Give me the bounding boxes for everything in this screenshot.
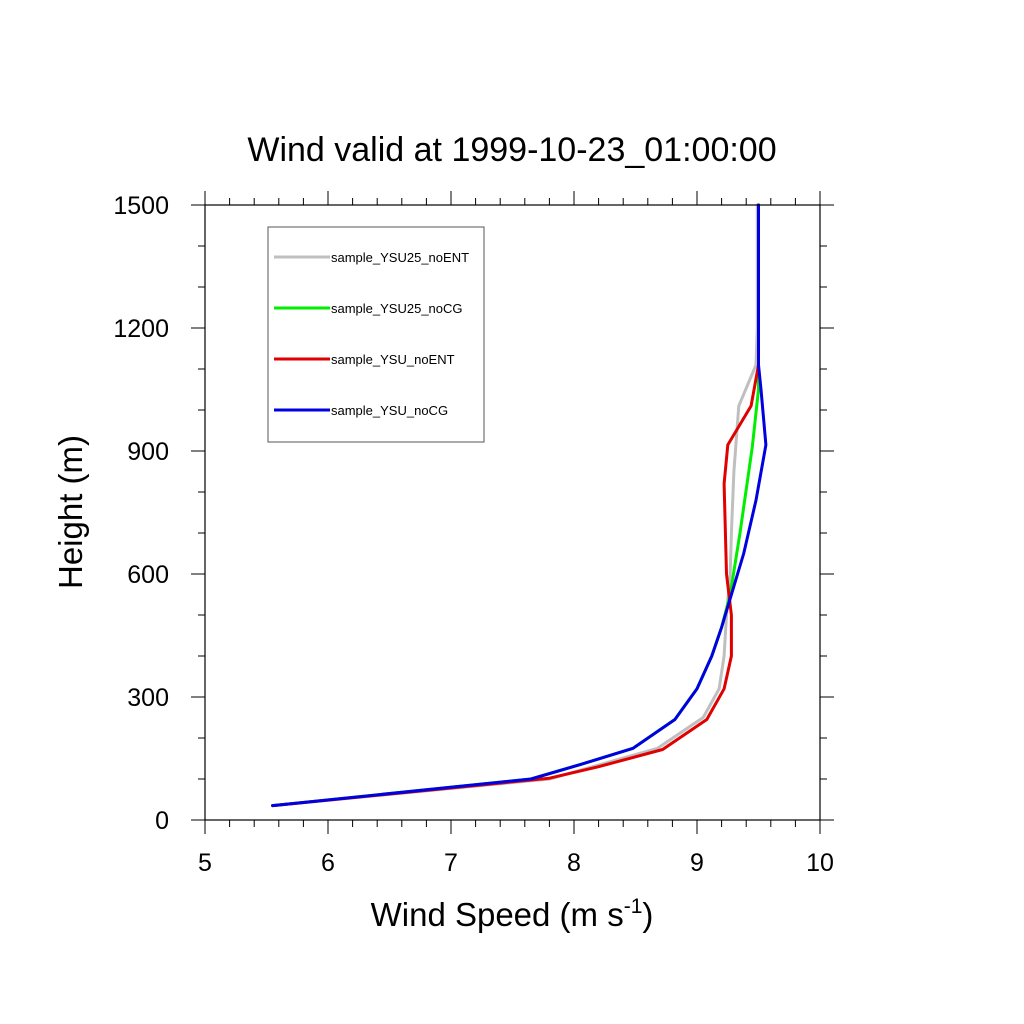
series-line-0: [271, 203, 759, 808]
y-tick-label: 900: [127, 438, 169, 466]
legend: sample_YSU25_noENT sample_YSU25_noCGsampl…: [267, 226, 485, 443]
x-tick-label: 8: [567, 849, 581, 877]
legend-label-0: sample_YSU25_noENT: [331, 250, 469, 265]
legend-box: [267, 226, 485, 443]
y-tick-label: 300: [127, 684, 169, 712]
y-tick-label: 1500: [113, 192, 169, 220]
series-line-1: [271, 203, 760, 808]
x-axis-label-superscript: -1: [624, 895, 643, 918]
series-line-2: [271, 203, 760, 808]
legend-label-2: sample_YSU_noENT: [331, 352, 455, 367]
y-tick-label: 600: [127, 561, 169, 589]
y-tick-label: 0: [155, 807, 169, 835]
x-tick-label: 9: [690, 849, 704, 877]
x-axis-label-suffix: ): [642, 896, 653, 933]
x-tick-label: 6: [321, 849, 335, 877]
x-tick-label: 7: [444, 849, 458, 877]
tick-labels: 5 6 7 8 9 10 0 300 600 900 1200 1500: [113, 192, 834, 877]
plot-lines: [271, 203, 768, 808]
legend-label-3: sample_YSU_noCG: [331, 403, 448, 418]
y-tick-label: 1200: [113, 315, 169, 343]
x-axis-label: Wind Speed (m s-1): [371, 895, 654, 933]
y-axis-label: Height (m): [52, 435, 89, 589]
legend-label-1: sample_YSU25_noCG: [331, 301, 463, 316]
chart-title: Wind valid at 1999-10-23_01:00:00: [247, 131, 776, 169]
series-line-3: [271, 203, 768, 808]
x-tick-label: 10: [806, 849, 834, 877]
x-tick-label: 5: [198, 849, 212, 877]
plot-frame: [204, 204, 821, 821]
axis-ticks: [191, 191, 834, 834]
